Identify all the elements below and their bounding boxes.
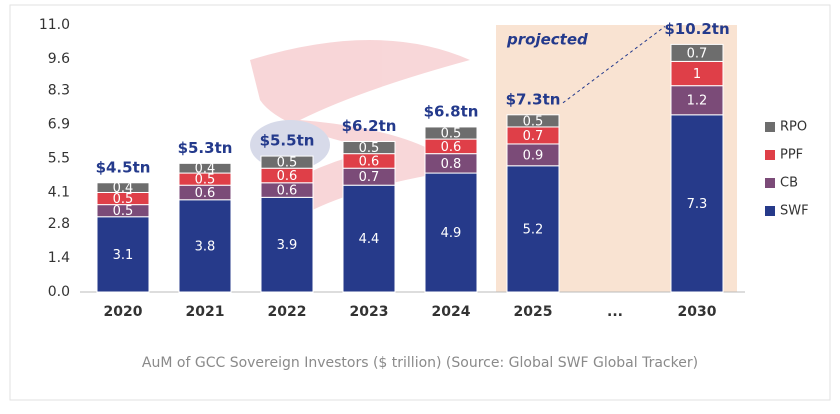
bar-segment <box>96 182 150 193</box>
legend-swatch <box>765 150 775 160</box>
x-tick-label: 2020 <box>104 304 143 320</box>
bar-segment <box>670 43 724 62</box>
legend-label: PPF <box>780 148 803 163</box>
bar-segment <box>506 165 560 293</box>
segment-label: 0.6 <box>441 140 462 155</box>
legend-swatch <box>765 206 775 216</box>
x-tick-label: 2025 <box>514 304 553 320</box>
segment-label: 0.8 <box>441 157 462 172</box>
total-label: $6.8tn <box>424 102 479 120</box>
x-tick-label: 2024 <box>432 304 471 320</box>
segment-label: 0.7 <box>687 46 708 61</box>
bar-segment <box>342 184 396 293</box>
segment-label: 7.3 <box>687 197 708 212</box>
y-tick-label: 8.3 <box>48 83 70 99</box>
bar-segment <box>506 114 560 128</box>
segment-label: 3.1 <box>113 248 134 263</box>
total-label: $7.3tn <box>506 90 561 108</box>
segment-label: 3.9 <box>277 238 298 253</box>
total-label: $5.5tn <box>260 132 315 150</box>
bar-segment <box>670 114 724 293</box>
legend-swatch <box>765 122 775 132</box>
segment-label: 4.9 <box>441 226 462 241</box>
bar-segment <box>670 60 724 87</box>
legend-label: CB <box>780 176 798 191</box>
y-tick-label: 0.0 <box>48 284 70 300</box>
segment-label: 5.2 <box>523 222 544 237</box>
x-tick-label: 2022 <box>268 304 307 320</box>
total-label: $5.3tn <box>178 139 233 157</box>
segment-label: 0.5 <box>523 114 544 129</box>
segment-label: 0.7 <box>359 170 380 185</box>
segment-label: 0.6 <box>277 169 298 184</box>
segment-label: 0.6 <box>359 154 380 169</box>
bar-segment <box>342 141 396 155</box>
bar-segment <box>178 162 232 174</box>
legend-swatch <box>765 178 775 188</box>
segment-label: 0.5 <box>359 141 380 156</box>
bar-segment <box>178 199 232 293</box>
bar-segment <box>260 155 314 169</box>
segment-label: 0.5 <box>195 173 216 188</box>
segment-label: 0.5 <box>441 127 462 142</box>
y-tick-label: 9.6 <box>48 51 70 67</box>
bar-segment <box>424 172 478 293</box>
segment-label: 0.6 <box>195 186 216 201</box>
segment-label: 0.5 <box>113 204 134 219</box>
y-tick-label: 4.1 <box>48 184 70 200</box>
legend-label: SWF <box>780 204 809 219</box>
segment-label: 1 <box>693 67 701 82</box>
total-label: $6.2tn <box>342 117 397 135</box>
bar-segment <box>96 216 150 293</box>
legend-label: RPO <box>780 120 807 135</box>
bar-segment <box>424 126 478 140</box>
segment-label: 1.2 <box>687 94 708 109</box>
projected-label: projected <box>506 31 588 49</box>
segment-label: 0.5 <box>277 156 298 171</box>
segment-label: 0.6 <box>277 184 298 199</box>
segment-label: 0.4 <box>113 181 134 196</box>
segment-label: 0.5 <box>113 192 134 207</box>
caption: AuM of GCC Sovereign Investors ($ trilli… <box>142 355 698 371</box>
segment-label: 4.4 <box>359 232 380 247</box>
x-tick-label: 2021 <box>186 304 225 320</box>
x-tick-label: 2023 <box>350 304 389 320</box>
y-tick-label: 1.4 <box>48 250 70 266</box>
y-tick-label: 6.9 <box>48 117 70 133</box>
y-tick-label: 11.0 <box>39 17 70 33</box>
total-label: $10.2tn <box>664 20 729 38</box>
segment-label: 3.8 <box>195 239 216 254</box>
segment-label: 0.4 <box>195 162 216 177</box>
x-tick-label: 2030 <box>678 304 717 320</box>
segment-label: 0.7 <box>523 129 544 144</box>
x-tick-label: ... <box>607 304 623 320</box>
bar-segment <box>260 196 314 293</box>
y-tick-label: 5.5 <box>48 151 70 167</box>
total-label: $4.5tn <box>96 158 151 176</box>
segment-label: 0.9 <box>523 148 544 163</box>
y-tick-label: 2.8 <box>48 216 70 232</box>
